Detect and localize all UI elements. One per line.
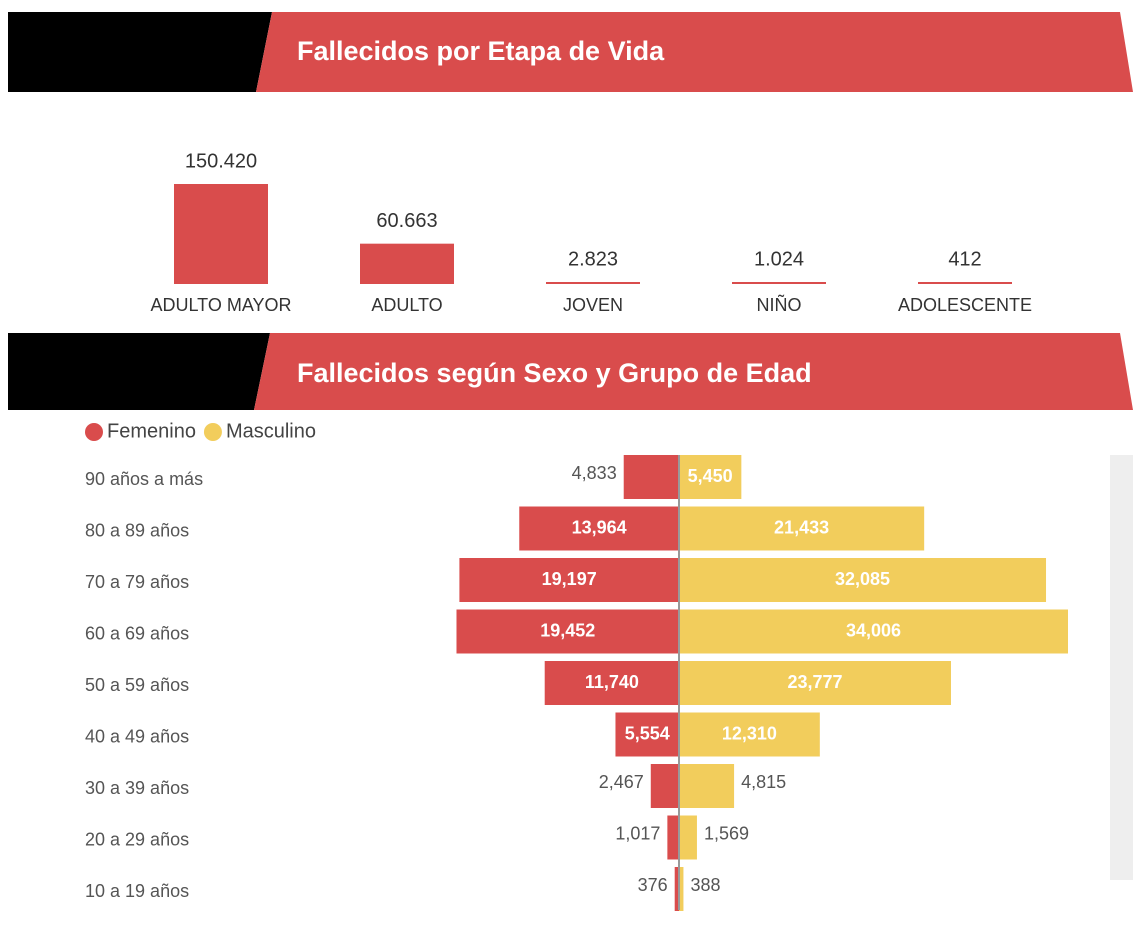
- data-label: 388: [690, 875, 720, 895]
- bar: [456, 609, 679, 654]
- header-band: [256, 12, 1133, 92]
- x-tick-label: NIÑO: [757, 294, 802, 315]
- data-label: 23,777: [787, 672, 842, 692]
- data-label: 21,433: [774, 517, 829, 537]
- y-tick-label: 60 a 69 años: [85, 623, 189, 643]
- data-label: 11,740: [585, 672, 639, 692]
- data-label: 376: [638, 875, 668, 895]
- data-label: 12,310: [722, 723, 777, 743]
- data-label: 4,833: [572, 463, 617, 483]
- data-label: 150.420: [185, 150, 257, 172]
- data-label: 1.024: [754, 248, 804, 270]
- data-label: 34,006: [846, 620, 901, 640]
- bar: [679, 815, 697, 860]
- data-label: 32,085: [835, 569, 890, 589]
- y-tick-label: 90 años a más: [85, 469, 203, 489]
- bar: [679, 661, 951, 705]
- chart-title: Fallecidos por Etapa de Vida: [297, 36, 665, 66]
- header-band: [254, 333, 1133, 410]
- data-label: 19,197: [542, 569, 597, 589]
- bar: [650, 764, 679, 808]
- bar: [918, 282, 1012, 284]
- bar: [679, 506, 925, 551]
- data-label: 5,554: [625, 723, 670, 743]
- bar: [679, 867, 684, 911]
- legend-marker: [85, 423, 103, 441]
- x-tick-label: ADOLESCENTE: [898, 295, 1032, 315]
- x-tick-label: ADULTO: [371, 295, 442, 315]
- y-tick-label: 40 a 49 años: [85, 726, 189, 746]
- bar: [544, 661, 679, 705]
- data-label: 412: [948, 248, 981, 270]
- data-label: 1,017: [615, 823, 660, 843]
- data-label: 1,569: [704, 823, 749, 843]
- data-label: 2.823: [568, 248, 618, 270]
- bar: [546, 282, 640, 284]
- bar: [679, 712, 820, 757]
- y-tick-label: 80 a 89 años: [85, 520, 189, 540]
- data-label: 13,964: [572, 517, 627, 537]
- legend-label: Masculino: [226, 420, 316, 442]
- bar: [679, 609, 1068, 654]
- data-label: 5,450: [688, 466, 733, 486]
- data-label: 19,452: [540, 620, 595, 640]
- legend-label: Femenino: [107, 420, 196, 442]
- bar: [732, 282, 826, 284]
- bar: [679, 558, 1047, 602]
- bar: [679, 764, 735, 808]
- data-label: 2,467: [599, 772, 644, 792]
- bar: [519, 506, 679, 551]
- bar: [674, 867, 679, 911]
- bar: [360, 243, 454, 284]
- chart-title: Fallecidos según Sexo y Grupo de Edad: [297, 358, 812, 388]
- legend-marker: [203, 423, 222, 441]
- bar: [174, 184, 268, 284]
- y-tick-label: 30 a 39 años: [85, 778, 189, 798]
- bar: [623, 455, 679, 499]
- x-tick-label: ADULTO MAYOR: [150, 295, 291, 315]
- data-label: 4,815: [741, 772, 786, 792]
- y-tick-label: 20 a 29 años: [85, 829, 189, 849]
- data-label: 60.663: [376, 210, 437, 232]
- header-band: [8, 333, 270, 410]
- bar: [679, 455, 742, 499]
- y-tick-label: 70 a 79 años: [85, 572, 189, 592]
- y-tick-label: 50 a 59 años: [85, 675, 189, 695]
- x-tick-label: JOVEN: [563, 295, 623, 315]
- scrollbar[interactable]: [1110, 455, 1133, 880]
- bar: [459, 558, 679, 602]
- bar: [615, 712, 679, 757]
- bar: [667, 815, 679, 860]
- y-tick-label: 10 a 19 años: [85, 881, 189, 901]
- header-band: [8, 12, 272, 92]
